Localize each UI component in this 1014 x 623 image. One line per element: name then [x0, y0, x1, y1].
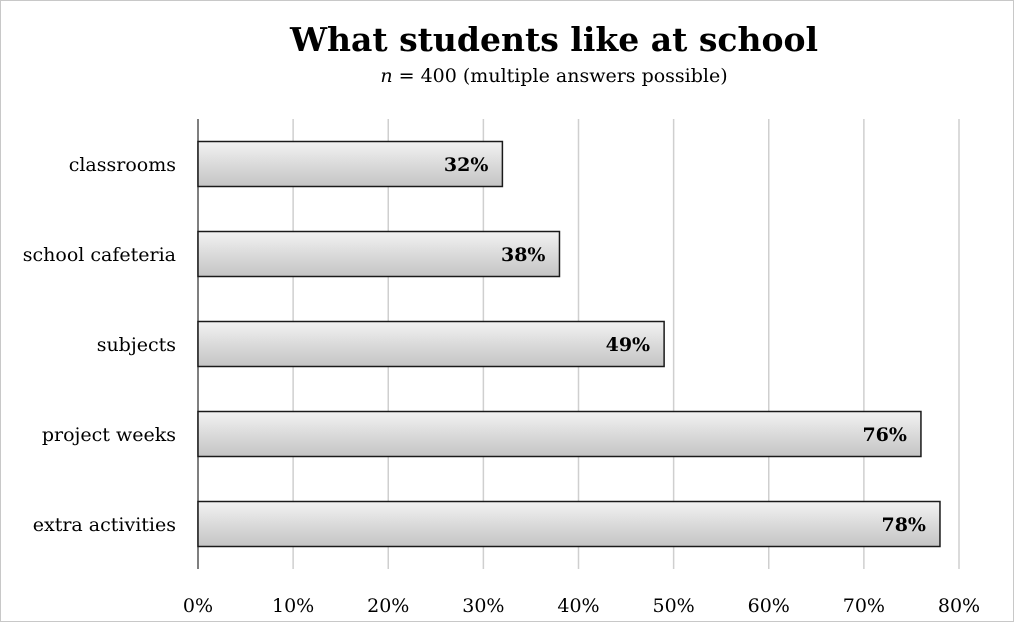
- data-label: 78%: [881, 514, 926, 536]
- category-label: project weeks: [42, 424, 176, 446]
- subtitle-text: = 400 (multiple answers possible): [393, 65, 728, 87]
- tick-label: 20%: [367, 595, 409, 617]
- chart-title: What students like at school: [289, 20, 818, 59]
- bar-classrooms: [197, 140, 504, 188]
- bar-extra-activities: [197, 500, 941, 548]
- tick-label: 80%: [938, 595, 980, 617]
- tick-label: 40%: [557, 595, 599, 617]
- bars: 32% 38% 49% 76% 78%: [197, 140, 941, 548]
- bar-school-cafeteria: [197, 230, 561, 278]
- category-label: school cafeteria: [23, 244, 176, 266]
- tick-label: 60%: [748, 595, 790, 617]
- chart-subtitle: n = 400 (multiple answers possible): [380, 65, 727, 87]
- tick-label: 0%: [183, 595, 213, 617]
- tick-label: 30%: [462, 595, 504, 617]
- category-label: subjects: [97, 334, 176, 356]
- bar-subjects: [197, 320, 665, 368]
- tick-label: 70%: [843, 595, 885, 617]
- x-axis-ticks: 0% 10% 20% 30% 40% 50% 60% 70% 80%: [183, 595, 980, 617]
- tick-label: 50%: [653, 595, 695, 617]
- category-label: classrooms: [69, 154, 176, 176]
- data-label: 76%: [862, 424, 907, 446]
- tick-label: 10%: [272, 595, 314, 617]
- category-label: extra activities: [33, 514, 176, 536]
- data-label: 49%: [606, 334, 651, 356]
- subtitle-variable: n: [380, 65, 392, 87]
- data-label: 38%: [501, 244, 546, 266]
- data-label: 32%: [444, 154, 489, 176]
- category-labels: classrooms school cafeteria subjects projec…: [23, 154, 176, 536]
- bar-project-weeks: [197, 410, 922, 458]
